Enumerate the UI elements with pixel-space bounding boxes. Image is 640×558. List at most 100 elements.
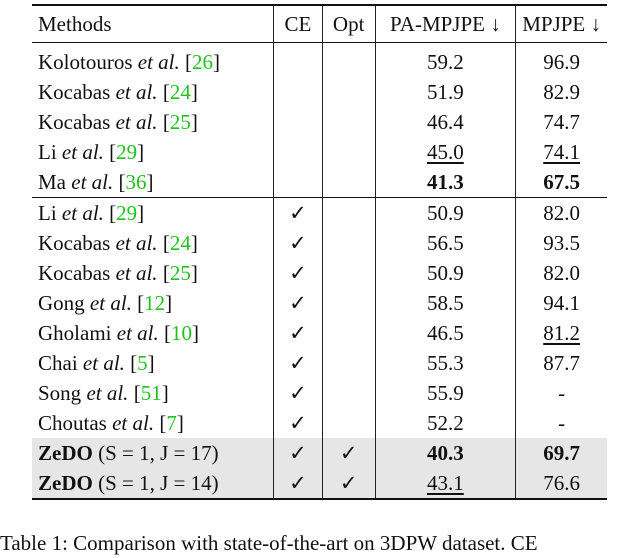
- table-row: Kolotouros et al. [26] 59.2 96.9: [32, 42, 607, 77]
- citation-link[interactable]: 5: [137, 351, 148, 375]
- opt-cell: [321, 318, 376, 348]
- pa-mpjpe-cell: 40.3: [375, 438, 517, 468]
- citation-link[interactable]: 10: [171, 321, 192, 345]
- method-author: Kocabas: [38, 80, 116, 104]
- mpjpe-cell: 81.2: [516, 318, 607, 348]
- table-row: Kocabas et al. [24] ✓ 56.5 93.5: [32, 228, 607, 258]
- ce-check: ✓: [272, 378, 323, 408]
- method-cell: Kocabas et al. [25]: [38, 110, 198, 134]
- opt-cell: [321, 107, 376, 137]
- method-cell: Kocabas et al. [24]: [38, 231, 198, 255]
- ce-check: ✓: [272, 288, 323, 318]
- citation-link[interactable]: 26: [192, 50, 213, 74]
- table-row-ours: ZeDO (S = 1, J = 14) ✓ ✓ 43.1 76.6: [32, 468, 607, 500]
- opt-cell: [321, 288, 376, 318]
- method-cell: Li et al. [29]: [32, 197, 274, 228]
- opt-cell: [321, 378, 376, 408]
- pa-mpjpe-cell: 46.4: [375, 107, 517, 137]
- method-author: Gholami: [38, 321, 117, 345]
- method-cell: Kolotouros et al. [26]: [38, 50, 220, 74]
- pa-mpjpe-cell: 56.5: [375, 228, 517, 258]
- method-etal: et al.: [137, 50, 180, 74]
- ce-check: ✓: [272, 348, 323, 378]
- best-value: 69.7: [543, 441, 580, 465]
- method-author: Ma: [38, 170, 72, 194]
- method-cell: Gong et al. [12]: [38, 291, 173, 315]
- table-row: Li et al. [29] 45.0 74.1: [32, 137, 607, 167]
- second-best-value: 74.1: [543, 140, 580, 164]
- table-row: Song et al. [51] ✓ 55.9 -: [32, 378, 607, 408]
- mpjpe-cell: 93.5: [543, 231, 580, 255]
- citation-link[interactable]: 7: [166, 411, 177, 435]
- table-row: Kocabas et al. [25] ✓ 50.9 82.0: [32, 258, 607, 288]
- method-config: (S = 1, J = 14): [98, 471, 219, 495]
- method-config: (S = 1, J = 17): [98, 441, 219, 465]
- pa-mpjpe-cell: 46.5: [375, 318, 517, 348]
- method-etal: et al.: [86, 381, 129, 405]
- pa-mpjpe-cell: 50.9: [375, 197, 517, 228]
- mpjpe-cell: 82.9: [543, 80, 580, 104]
- method-cell: ZeDO (S = 1, J = 14): [32, 468, 274, 500]
- method-etal: et al.: [115, 261, 158, 285]
- second-best-value: 43.1: [427, 471, 464, 495]
- ce-cell: [272, 107, 323, 137]
- header-row: Methods CE Opt PA-MPJPE ↓ MPJPE ↓: [32, 4, 607, 43]
- ce-check: ✓: [272, 468, 323, 500]
- ce-check: ✓: [272, 228, 323, 258]
- best-value: 40.3: [427, 441, 464, 465]
- mpjpe-cell: 67.5: [516, 167, 607, 198]
- header-methods: Methods: [32, 4, 274, 43]
- method-author: Choutas: [38, 411, 113, 435]
- opt-cell: [321, 77, 376, 107]
- pa-mpjpe-cell: 52.2: [375, 408, 517, 438]
- mpjpe-cell: 82.0: [515, 197, 607, 228]
- pa-mpjpe-cell: 41.3: [375, 167, 517, 198]
- citation-link[interactable]: 24: [169, 231, 191, 255]
- mpjpe-cell: 82.0: [543, 261, 580, 285]
- method-author: Kocabas: [38, 231, 116, 255]
- method-etal: et al.: [112, 411, 155, 435]
- method-cell: Chai et al. [5]: [38, 351, 155, 375]
- table-row: Choutas et al. [7] ✓ 52.2 -: [32, 408, 607, 438]
- method-etal: et al.: [115, 110, 158, 134]
- method-etal: et al.: [82, 351, 125, 375]
- second-best-value: 81.2: [543, 321, 580, 345]
- citation-link[interactable]: 25: [169, 261, 191, 285]
- method-etal: et al.: [71, 170, 114, 194]
- method-author: Kocabas: [38, 261, 116, 285]
- second-best-value: 45.0: [427, 140, 464, 164]
- best-value: 67.5: [543, 170, 580, 194]
- method-cell: Song et al. [51]: [38, 381, 169, 405]
- opt-check: ✓: [321, 468, 376, 500]
- pa-mpjpe-cell: 58.5: [375, 288, 517, 318]
- method-author: Kocabas: [38, 110, 116, 134]
- citation-link[interactable]: 36: [125, 170, 147, 194]
- method-etal: et al.: [61, 201, 104, 225]
- pa-mpjpe-cell: 55.3: [375, 348, 517, 378]
- method-author: Song: [38, 381, 87, 405]
- ce-check: ✓: [272, 438, 323, 468]
- mpjpe-cell: 94.1: [543, 291, 580, 315]
- table-row: Ma et al. [36] 41.3 67.5: [32, 167, 607, 198]
- ce-cell: [272, 77, 323, 107]
- opt-cell: [321, 197, 376, 228]
- method-author: Chai: [38, 351, 83, 375]
- citation-link[interactable]: 29: [116, 201, 138, 225]
- citation-link[interactable]: 24: [169, 80, 191, 104]
- header-pa-mpjpe: PA-MPJPE ↓: [375, 4, 517, 43]
- method-cell: Ma et al. [36]: [38, 170, 154, 194]
- opt-cell: [321, 348, 376, 378]
- citation-link[interactable]: 25: [169, 110, 191, 134]
- mpjpe-cell: -: [558, 381, 566, 405]
- method-author: Kolotouros: [38, 50, 138, 74]
- pa-mpjpe-cell: 59.2: [375, 42, 517, 77]
- ce-cell: [272, 42, 323, 77]
- citation-link[interactable]: 12: [144, 291, 166, 315]
- table-row: Chai et al. [5] ✓ 55.3 87.7: [32, 348, 607, 378]
- pa-mpjpe-cell: 43.1: [375, 468, 517, 500]
- citation-link[interactable]: 29: [116, 140, 138, 164]
- citation-link[interactable]: 51: [140, 381, 162, 405]
- method-etal: et al.: [89, 291, 132, 315]
- method-etal: et al.: [61, 140, 104, 164]
- pa-mpjpe-cell: 51.9: [375, 77, 517, 107]
